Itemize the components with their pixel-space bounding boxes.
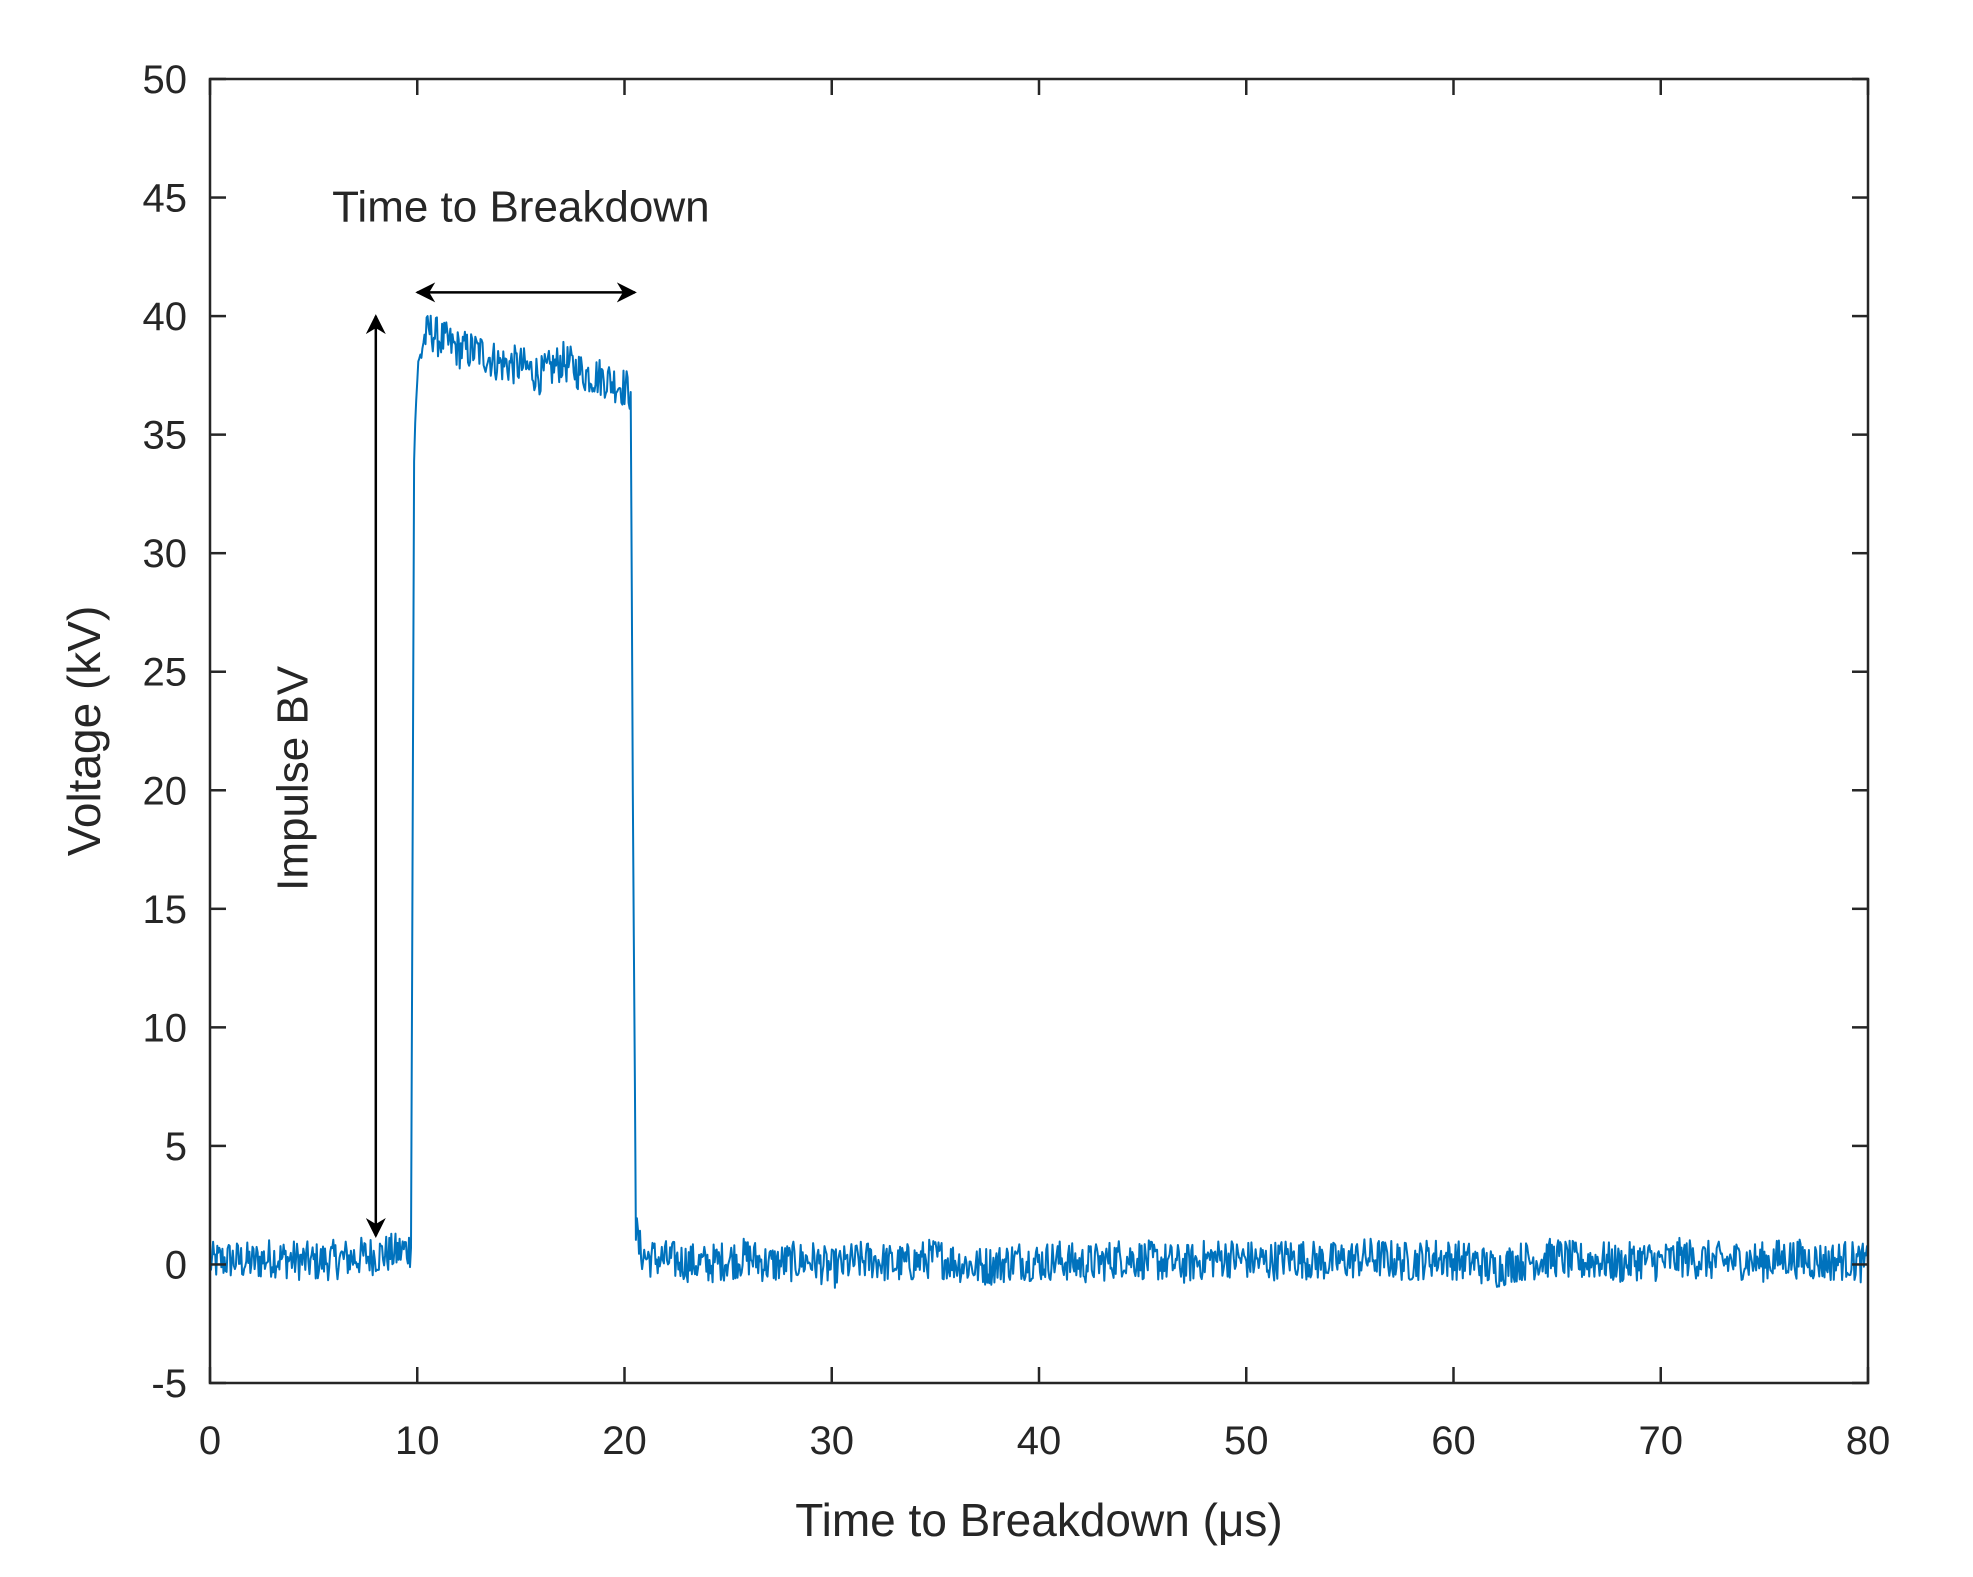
y-axis-title: Voltage (kV): [58, 606, 110, 857]
ticks-layer: [208, 77, 1870, 1385]
y-tick-label: 20: [143, 769, 188, 813]
x-tick-label: 60: [1431, 1419, 1476, 1463]
x-tick-label: 0: [199, 1419, 221, 1463]
y-tick-label: 50: [143, 58, 188, 102]
annotation-impulse-bv: Impulse BV: [268, 665, 317, 891]
x-tick-label: 10: [395, 1419, 440, 1463]
y-tick-label: 15: [143, 888, 188, 932]
x-tick-label: 70: [1639, 1419, 1684, 1463]
x-tick-label: 50: [1224, 1419, 1269, 1463]
x-tick-labels: 0 10 20 30 40 50 60 70 80: [199, 1419, 1890, 1463]
x-axis-title: Time to Breakdown (μs): [795, 1494, 1283, 1546]
y-tick-label: 5: [165, 1125, 187, 1169]
annotation-time-to-breakdown: Time to Breakdown: [332, 182, 709, 231]
x-tick-label: 20: [602, 1419, 647, 1463]
annotation-layer: Time to Breakdown Impulse BV: [268, 182, 710, 1239]
series-layer: [209, 314, 1869, 1289]
y-tick-label: 45: [143, 177, 188, 221]
y-tick-label: 0: [165, 1243, 187, 1287]
y-tick-label: 40: [143, 295, 188, 339]
y-tick-labels: -5 0 5 10 15 20 25 30 35 40 45 50: [143, 58, 188, 1406]
series-line-voltage: [209, 314, 1869, 1289]
plot-background: [210, 79, 1868, 1383]
y-tick-label: 30: [143, 532, 188, 576]
y-tick-label: -5: [151, 1362, 187, 1406]
x-tick-label: 40: [1017, 1419, 1062, 1463]
x-tick-label: 30: [810, 1419, 855, 1463]
y-tick-label: 25: [143, 651, 188, 695]
x-tick-label: 80: [1846, 1419, 1891, 1463]
y-tick-label: 10: [143, 1006, 188, 1050]
plot-frame: [208, 77, 1870, 1385]
y-tick-label: 35: [143, 414, 188, 458]
